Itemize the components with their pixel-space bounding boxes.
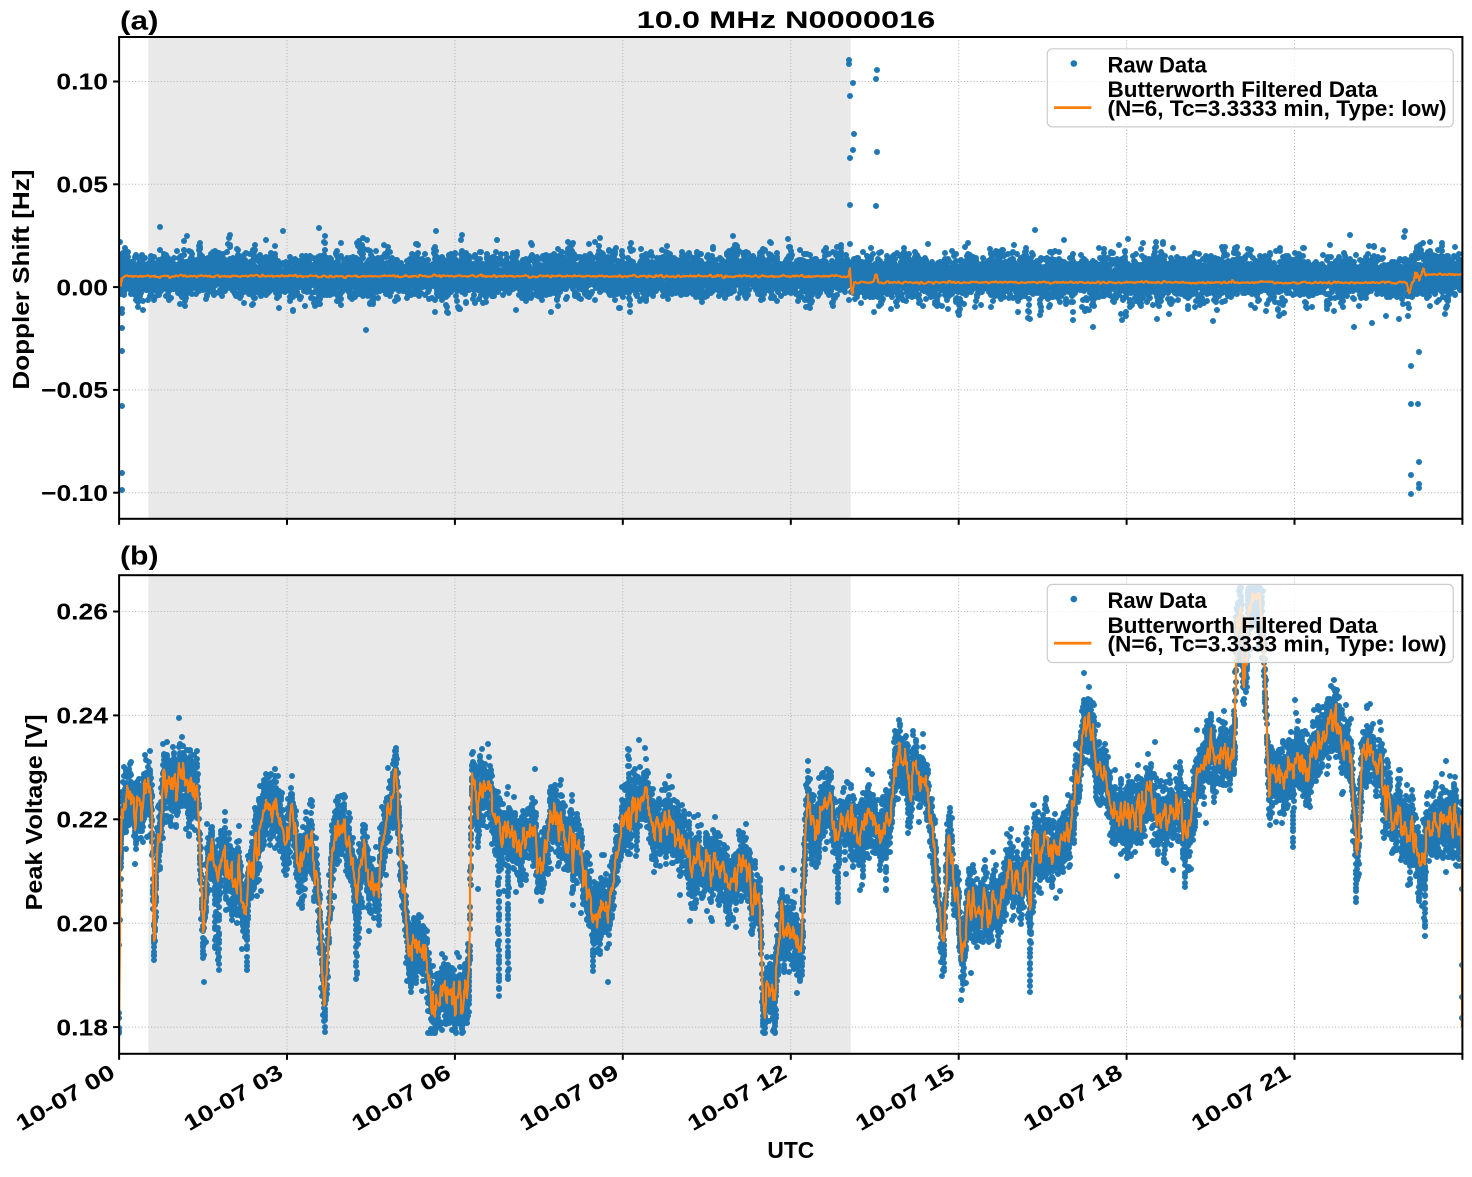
svg-text:0.05: 0.05 — [56, 172, 108, 198]
svg-text:0.24: 0.24 — [56, 703, 108, 729]
svg-text:−0.10: −0.10 — [41, 480, 108, 506]
svg-text:0.20: 0.20 — [56, 910, 108, 936]
svg-text:Butterworth Filtered Data: Butterworth Filtered Data — [1108, 77, 1379, 102]
svg-text:Raw Data: Raw Data — [1108, 52, 1208, 77]
svg-text:0.26: 0.26 — [56, 599, 108, 625]
svg-text:0.10: 0.10 — [56, 69, 108, 95]
svg-text:(N=6, Tc=3.3333 min, Type: low: (N=6, Tc=3.3333 min, Type: low) — [1108, 96, 1447, 121]
svg-text:Butterworth Filtered Data: Butterworth Filtered Data — [1108, 613, 1379, 638]
svg-text:0.22: 0.22 — [56, 807, 108, 833]
svg-text:−0.05: −0.05 — [41, 377, 108, 403]
svg-text:0.18: 0.18 — [56, 1014, 108, 1040]
svg-text:(b): (b) — [120, 543, 159, 571]
svg-text:(N=6, Tc=3.3333 min, Type: low: (N=6, Tc=3.3333 min, Type: low) — [1108, 632, 1447, 657]
svg-text:Doppler Shift [Hz]: Doppler Shift [Hz] — [8, 170, 34, 390]
svg-text:Raw Data: Raw Data — [1108, 588, 1208, 613]
svg-text:(a): (a) — [120, 8, 159, 36]
svg-text:Peak Voltage [V]: Peak Voltage [V] — [21, 715, 47, 911]
svg-text:10.0 MHz N0000016: 10.0 MHz N0000016 — [637, 7, 936, 34]
svg-text:UTC: UTC — [767, 1137, 814, 1163]
svg-text:0.00: 0.00 — [56, 274, 108, 300]
